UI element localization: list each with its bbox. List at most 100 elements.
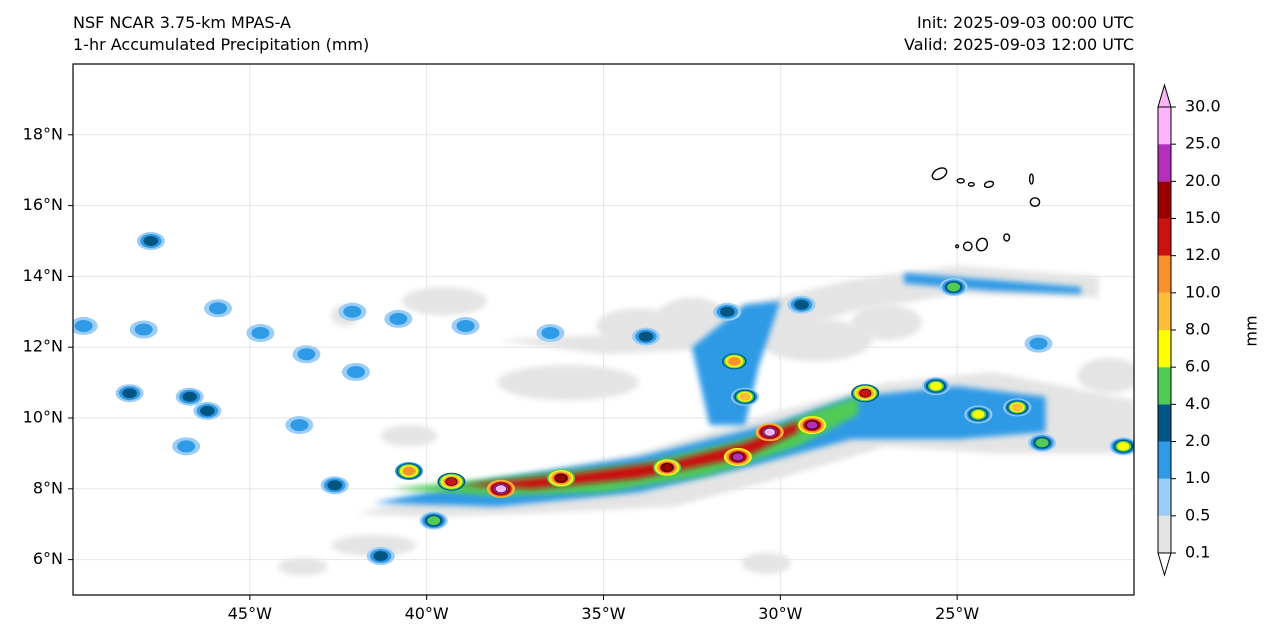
trace-patch-10 — [741, 552, 791, 574]
colorbar-unit-label: mm — [1242, 315, 1261, 346]
latitude-ticks: 6°N 8°N 10°N 12°N 14°N 16°N 18°N — [23, 124, 73, 568]
trace-patch-0 — [497, 364, 639, 401]
trace-patch-8 — [331, 534, 417, 557]
colorbar-segment-7 — [1158, 255, 1171, 293]
precip-cell-ring — [346, 365, 365, 378]
precip-cell-4 — [653, 458, 682, 477]
map-plot-area — [73, 64, 1134, 595]
precip-cell-34 — [536, 324, 565, 343]
colorbar-label-11: 25.0 — [1185, 134, 1221, 153]
trace-patch-5 — [401, 287, 487, 316]
island-coastline-3 — [983, 180, 995, 189]
island-coastline-6 — [975, 237, 989, 252]
colorbar-segment-5 — [1158, 330, 1171, 368]
island-coastline-4 — [1028, 173, 1034, 185]
precip-cell-ring — [763, 427, 776, 437]
colorbar-segment-11 — [1158, 107, 1171, 145]
lat-tick-label-5: 16°N — [23, 195, 63, 214]
precip-cell-ring — [74, 319, 93, 332]
colorbar-label-6: 8.0 — [1185, 320, 1210, 339]
precip-cell-ring — [739, 392, 751, 401]
colorbar-segment-4 — [1158, 367, 1171, 405]
precip-cell-ring — [327, 480, 343, 491]
time-block: Init: 2025-09-03 00:00 UTC Valid: 2025-0… — [904, 12, 1134, 56]
lat-tick-label-2: 10°N — [23, 408, 63, 427]
precip-cell-0 — [486, 479, 515, 498]
init-time: Init: 2025-09-03 00:00 UTC — [916, 13, 1134, 32]
precip-cell-24 — [129, 320, 158, 339]
model-title: NSF NCAR 3.75-km MPAS-A — [73, 13, 291, 32]
precip-cell-ring — [373, 551, 388, 562]
precip-cell-33 — [451, 316, 480, 335]
trace-patch-7 — [380, 425, 438, 447]
precip-cell-29 — [246, 324, 275, 343]
precip-cell-9 — [720, 352, 749, 371]
field-title: 1-hr Accumulated Precipitation (mm) — [73, 35, 370, 54]
precip-cell-ring — [859, 388, 872, 398]
colorbar-segment-10 — [1158, 144, 1171, 182]
precip-cell-ring — [728, 357, 741, 366]
precip-cell-ring — [731, 452, 744, 462]
precip-cell-21 — [366, 547, 395, 566]
colorbar-label-7: 10.0 — [1185, 282, 1221, 301]
colorbar-label-0: 0.1 — [1185, 543, 1210, 562]
precip-cell-ring — [209, 302, 228, 315]
colorbar-label-10: 20.0 — [1185, 171, 1221, 190]
precip-cell-ring — [494, 484, 507, 494]
precip-cell-32 — [384, 309, 413, 328]
island-coastline-8 — [962, 241, 973, 252]
precip-cell-3 — [723, 447, 752, 466]
precip-cell-12 — [1003, 398, 1032, 417]
precip-cell-ring — [389, 312, 408, 325]
precip-cell-5 — [547, 469, 576, 488]
lon-tick-label-1: 40°W — [405, 604, 449, 623]
colorbar-segment-8 — [1158, 218, 1171, 256]
precip-cell-ring — [445, 477, 458, 487]
precip-cell-ring — [1029, 337, 1048, 350]
precip-cell-ring — [143, 236, 159, 246]
lat-tick-label-0: 6°N — [33, 549, 63, 568]
trace-patch-4 — [851, 304, 922, 341]
precip-cell-14 — [1028, 433, 1057, 452]
precip-cell-8 — [851, 384, 880, 403]
precip-cell-ring — [290, 419, 309, 432]
island-coastline-5 — [1029, 197, 1041, 208]
precip-cell-17 — [787, 295, 816, 314]
precip-cell-11 — [921, 377, 950, 396]
precip-cell-ring — [427, 516, 441, 526]
precip-cell-ring — [806, 420, 819, 430]
island-coastline-7 — [1003, 233, 1011, 242]
lat-tick-label-3: 12°N — [23, 337, 63, 356]
precip-cell-26 — [175, 387, 204, 406]
band-light-north — [904, 272, 1081, 295]
precip-cell-ring — [929, 381, 942, 391]
colorbar-under-arrow — [1157, 552, 1172, 577]
precip-cell-16 — [939, 278, 968, 297]
colorbar-label-3: 2.0 — [1185, 431, 1210, 450]
precip-cell-38 — [338, 302, 367, 321]
precip-cell-ring — [1117, 442, 1130, 451]
precip-cell-10 — [730, 387, 759, 406]
lat-tick-label-4: 14°N — [23, 266, 63, 285]
precip-cell-22 — [320, 476, 349, 495]
colorbar-segment-2 — [1158, 441, 1171, 479]
precip-cell-37 — [285, 416, 314, 435]
precip-cell-ring — [719, 306, 735, 317]
island-coastline-0 — [931, 167, 948, 181]
precip-cell-20 — [419, 511, 448, 530]
lon-tick-label-4: 25°W — [935, 604, 979, 623]
colorbar-label-8: 12.0 — [1185, 245, 1221, 264]
precip-cell-ring — [972, 410, 985, 419]
colorbar-label-9: 15.0 — [1185, 208, 1221, 227]
precip-cell-ring — [541, 327, 560, 340]
precip-cell-ring — [1011, 403, 1023, 412]
colorbar-segment-0 — [1158, 515, 1171, 553]
precip-cell-35 — [73, 316, 98, 335]
lat-tick-label-1: 8°N — [33, 478, 63, 497]
precip-cell-2 — [798, 416, 827, 435]
precip-cell-ring — [134, 323, 153, 336]
precip-cell-ring — [122, 388, 137, 399]
precip-cell-27 — [193, 401, 222, 420]
longitude-ticks: 45°W 40°W 35°W 30°W 25°W — [228, 595, 979, 623]
